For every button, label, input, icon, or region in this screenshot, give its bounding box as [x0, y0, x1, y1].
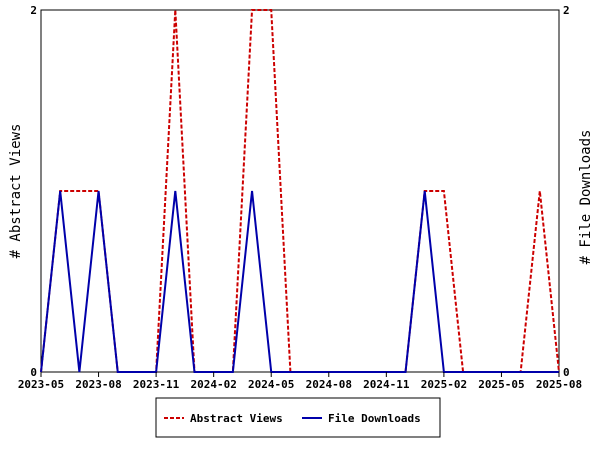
legend-box	[155, 397, 441, 438]
x-tick-label: 2024-11	[363, 378, 410, 391]
x-tick-label: 2023-08	[75, 378, 121, 391]
x-tick-label: 2024-08	[306, 378, 352, 391]
y-tick-right-top: 2	[563, 4, 570, 17]
x-tick-label: 2023-05	[18, 378, 64, 391]
plot-area	[40, 9, 560, 373]
x-axis: 2023-05 2023-08 2023-11 2024-02 2024-05 2024-…	[18, 372, 582, 391]
x-tick-label: 2025-08	[536, 378, 582, 391]
x-tick-label: 2024-05	[248, 378, 294, 391]
y-tick-right-bottom: 0	[563, 366, 570, 379]
y-axis-title-right: # File Downloads	[578, 130, 594, 265]
legend-label-abstract-views: Abstract Views	[190, 412, 283, 425]
x-tick-label: 2025-05	[478, 378, 524, 391]
x-tick-label: 2024-02	[190, 378, 236, 391]
legend: Abstract Views File Downloads	[155, 397, 441, 438]
series-line-abstract-views	[40, 9, 560, 373]
y-axis-title-left: # Abstract Views	[8, 124, 24, 259]
series-line-file-downloads	[40, 190, 559, 373]
legend-label-file-downloads: File Downloads	[328, 412, 421, 425]
y-tick-left-bottom: 0	[30, 366, 37, 379]
plot-frame	[40, 9, 560, 373]
y-tick-left-top: 2	[30, 4, 37, 17]
x-tick-label: 2025-02	[421, 378, 467, 391]
x-tick-label: 2023-11	[133, 378, 180, 391]
series-layer	[40, 9, 560, 373]
